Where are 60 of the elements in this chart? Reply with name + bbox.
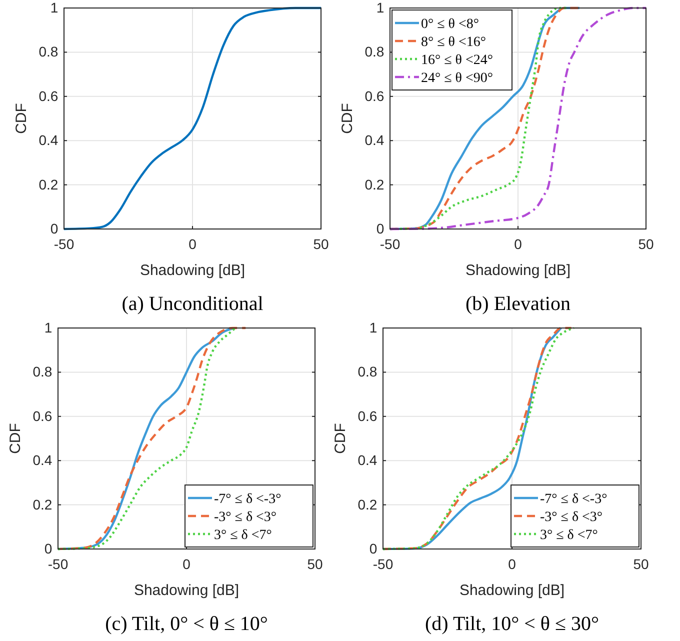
x-tick-label: -50 (54, 236, 74, 252)
y-tick-label: 0 (376, 220, 384, 236)
y-tick-label: 0.2 (364, 176, 384, 192)
y-axis-title: CDF (332, 423, 349, 454)
line-series (388, 6, 648, 230)
y-axis-title: CDF (339, 103, 356, 134)
x-tick-label: 0 (508, 556, 516, 572)
y-tick-label: 0.4 (358, 452, 378, 468)
x-tick-label: 50 (313, 236, 329, 252)
legend-label: 3° ≤ δ <7° (214, 528, 272, 543)
legend-label: 3° ≤ δ <7° (540, 528, 598, 543)
y-tick-label: 0.6 (358, 408, 378, 424)
y-tick-label: 1 (376, 0, 384, 16)
legend-label: 0° ≤ θ <8° (421, 17, 479, 32)
y-tick-label: 0 (44, 540, 52, 556)
y-tick-label: 1 (44, 319, 52, 336)
y-tick-label: 0.8 (32, 364, 52, 380)
y-tick-label: 1 (50, 0, 58, 16)
y-tick-label: 0.4 (38, 132, 58, 148)
x-tick-label: 0 (188, 236, 197, 252)
x-axis-title: Shadowing [dB] (134, 582, 240, 599)
y-tick-label: 0.6 (38, 88, 58, 104)
x-tick-label: 50 (307, 556, 323, 572)
x-axis-title: Shadowing [dB] (140, 262, 246, 279)
y-axis-title: CDF (13, 103, 30, 134)
legend-label: 8° ≤ θ <16° (421, 35, 486, 50)
y-tick-label: 0.4 (364, 132, 384, 148)
y-axis-title: CDF (7, 423, 24, 454)
legend-label: -7° ≤ δ <-3° (540, 492, 608, 507)
legend-label: 16° ≤ θ <24° (421, 53, 493, 68)
legend-label: 24° ≤ θ <90° (421, 71, 493, 86)
x-tick-label: -50 (380, 236, 400, 252)
y-tick-label: 0.2 (358, 496, 378, 512)
x-axis-title: Shadowing [dB] (465, 262, 571, 279)
x-tick-label: 0 (182, 556, 191, 572)
y-tick-label: 1 (369, 319, 378, 336)
legend-label: -3° ≤ δ <3° (540, 510, 603, 525)
x-axis-title: Shadowing [dB] (459, 582, 565, 599)
y-tick-label: 0.6 (364, 88, 384, 104)
legend-label: -3° ≤ δ <3° (214, 510, 277, 525)
legend-label: -7° ≤ δ <-3° (214, 492, 282, 507)
y-tick-label: 0.4 (32, 452, 52, 468)
y-tick-label: 0 (50, 220, 58, 236)
y-tick-label: 0.2 (38, 176, 58, 192)
text: (a) Unconditional (122, 293, 264, 315)
y-tick-label: 0.8 (364, 44, 384, 60)
line-series (62, 6, 322, 230)
y-tick-label: 0.2 (32, 496, 52, 512)
text: (d) Tilt, 10° < θ ≤ 30° (425, 613, 599, 635)
x-tick-label: -50 (372, 556, 394, 572)
x-tick-label: -50 (48, 556, 68, 572)
y-tick-label: 0.8 (358, 364, 378, 380)
y-tick-label: 0.6 (32, 408, 52, 424)
text: (b) Elevation (466, 293, 570, 315)
x-tick-label: 50 (638, 236, 654, 252)
y-tick-label: 0 (369, 540, 378, 556)
x-tick-label: 0 (514, 236, 522, 252)
x-tick-label: 50 (633, 556, 649, 572)
text: (c) Tilt, 0° < θ ≤ 10° (105, 613, 268, 635)
y-tick-label: 0.8 (38, 44, 58, 60)
